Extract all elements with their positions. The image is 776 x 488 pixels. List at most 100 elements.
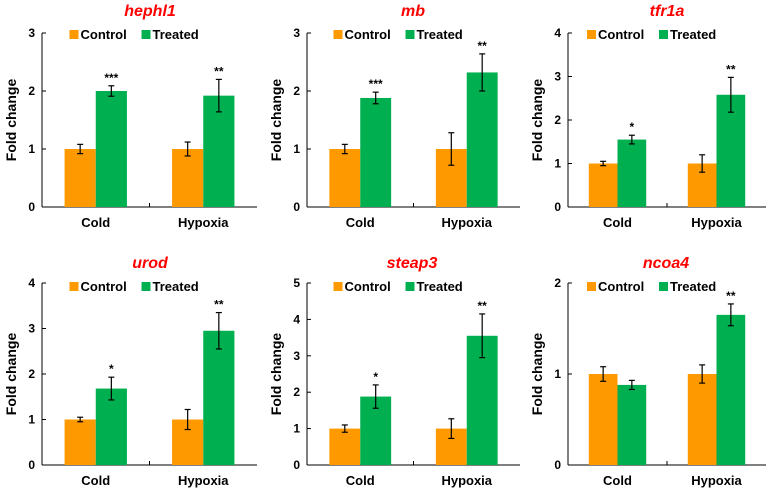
y-tick-label: 1 <box>28 413 35 427</box>
x-tick-label: Cold <box>346 473 375 488</box>
bar-control <box>588 163 618 207</box>
y-tick-label: 0 <box>293 200 300 214</box>
significance-label: ** <box>726 62 736 76</box>
y-tick-label: 0 <box>293 458 300 472</box>
legend-swatch-treated <box>405 30 415 39</box>
bar-treated <box>203 95 235 207</box>
bar-treated <box>95 91 127 207</box>
y-axis-title: Fold change <box>529 333 545 416</box>
y-tick-label: 3 <box>554 70 561 84</box>
y-tick-label: 3 <box>28 26 35 40</box>
chart-panel: steap3 Fold change 0 1 2 3 4 5 Cold * Hypoxia ** Con… <box>268 255 520 488</box>
legend-swatch-treated <box>141 282 151 291</box>
bar-control <box>329 149 361 207</box>
y-tick-label: 3 <box>28 322 35 336</box>
chart-panel: urod Fold change 0 1 2 3 4 Cold * Hypoxia ** Contro… <box>3 255 257 488</box>
x-tick-label: Hypoxia <box>178 473 229 488</box>
bar-treated <box>466 72 498 207</box>
y-tick-label: 0 <box>28 458 35 472</box>
bar-treated <box>716 94 746 207</box>
legend-swatch-control <box>333 282 343 291</box>
legend-swatch-treated <box>405 282 415 291</box>
legend-label: Control <box>598 279 644 294</box>
bar-treated <box>203 330 235 465</box>
chart-title: ncoa4 <box>643 255 689 272</box>
bar-treated <box>617 139 647 207</box>
y-axis-title: Fold change <box>529 79 545 162</box>
significance-label: * <box>630 120 635 134</box>
x-tick-label: Cold <box>346 215 375 230</box>
y-tick-label: 2 <box>28 84 35 98</box>
x-tick-label: Cold <box>603 215 632 230</box>
y-tick-label: 3 <box>293 26 300 40</box>
chart-title: hephl1 <box>124 3 176 20</box>
legend-label: Treated <box>670 279 716 294</box>
x-tick-label: Cold <box>81 473 110 488</box>
legend-label: Control <box>345 279 391 294</box>
y-axis-title: Fold change <box>3 79 19 162</box>
significance-label: ** <box>478 299 488 313</box>
y-tick-label: 2 <box>554 113 561 127</box>
bar-control <box>64 419 96 465</box>
y-tick-label: 1 <box>554 367 561 381</box>
significance-label: * <box>109 362 114 376</box>
bar-control <box>172 149 204 207</box>
chart-title: mb <box>401 3 425 20</box>
y-tick-label: 1 <box>293 142 300 156</box>
y-tick-label: 0 <box>28 200 35 214</box>
legend-label: Control <box>81 27 127 42</box>
x-tick-label: Hypoxia <box>441 215 492 230</box>
y-tick-label: 1 <box>28 142 35 156</box>
significance-label: *** <box>104 71 118 85</box>
legend-swatch-treated <box>141 30 151 39</box>
legend-swatch-treated <box>659 30 668 39</box>
chart-title: tfr1a <box>650 3 685 20</box>
legend-swatch-control <box>333 30 343 39</box>
y-tick-label: 2 <box>293 84 300 98</box>
y-tick-label: 2 <box>554 276 561 290</box>
bar-control <box>588 374 618 465</box>
bar-control <box>687 374 717 465</box>
legend-swatch-control <box>69 282 79 291</box>
y-tick-label: 2 <box>293 385 300 399</box>
y-axis-title: Fold change <box>3 333 19 416</box>
legend-label: Control <box>81 279 127 294</box>
bar-treated <box>716 314 746 465</box>
legend-label: Treated <box>153 279 199 294</box>
legend-swatch-control <box>587 30 596 39</box>
bar-control <box>329 428 361 465</box>
x-tick-label: Hypoxia <box>691 215 742 230</box>
bar-control <box>64 149 96 207</box>
legend-label: Control <box>598 27 644 42</box>
chart-panel: tfr1a Fold change 0 1 2 3 4 Cold * Hypoxia ** Contr… <box>529 3 766 230</box>
y-tick-label: 0 <box>554 458 561 472</box>
x-tick-label: Hypoxia <box>178 215 229 230</box>
y-axis-title: Fold change <box>268 79 284 162</box>
chart-title: urod <box>132 255 169 272</box>
y-tick-label: 4 <box>293 312 300 326</box>
x-tick-label: Cold <box>81 215 110 230</box>
significance-label: ** <box>726 289 736 303</box>
chart-panel: hephl1 Fold change 0 1 2 3 Cold *** Hypoxia ** Con… <box>3 3 257 230</box>
legend-label: Treated <box>417 27 463 42</box>
bar-treated <box>360 97 392 207</box>
significance-label: ** <box>478 39 488 53</box>
y-tick-label: 4 <box>554 26 561 40</box>
chart-title: steap3 <box>387 255 438 272</box>
significance-label: *** <box>369 77 383 91</box>
x-tick-label: Hypoxia <box>691 473 742 488</box>
x-tick-label: Hypoxia <box>441 473 492 488</box>
chart-panel: ncoa4 Fold change 0 1 2 Cold Hypoxia ** Control T… <box>529 255 766 488</box>
legend-label: Treated <box>417 279 463 294</box>
bar-treated <box>95 388 127 465</box>
x-tick-label: Cold <box>603 473 632 488</box>
bar-treated <box>617 384 647 465</box>
y-tick-label: 1 <box>554 157 561 171</box>
y-tick-label: 1 <box>293 422 300 436</box>
y-tick-label: 0 <box>554 200 561 214</box>
y-tick-label: 2 <box>28 367 35 381</box>
legend-label: Control <box>345 27 391 42</box>
y-tick-label: 5 <box>293 276 300 290</box>
legend-label: Treated <box>670 27 716 42</box>
